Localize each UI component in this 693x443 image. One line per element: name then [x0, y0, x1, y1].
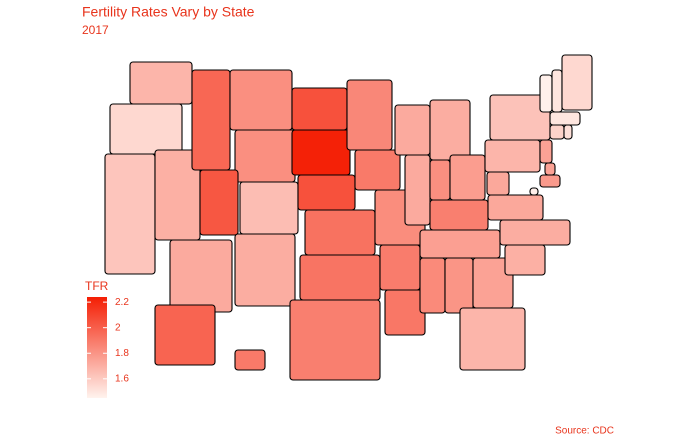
state — [549, 111, 581, 126]
state — [297, 174, 356, 211]
state — [444, 257, 474, 314]
colorbar-label: 2 — [115, 322, 121, 333]
state — [419, 229, 501, 259]
state — [563, 124, 573, 140]
state — [234, 233, 296, 307]
caption: Source: CDC — [555, 426, 614, 437]
colorbar-label: 1.8 — [115, 348, 129, 359]
state — [429, 99, 471, 161]
state — [394, 104, 431, 156]
state — [499, 219, 571, 246]
state — [304, 209, 376, 256]
state — [191, 69, 231, 171]
state — [109, 103, 183, 155]
colorbar — [87, 297, 107, 398]
state — [291, 87, 348, 131]
state — [429, 199, 489, 231]
state — [354, 149, 401, 191]
state — [486, 171, 510, 196]
colorbar-label: 1.6 — [115, 373, 129, 384]
state — [487, 194, 544, 221]
state — [234, 349, 266, 371]
state — [291, 129, 351, 176]
state — [419, 257, 446, 314]
state — [551, 69, 563, 113]
state — [561, 54, 593, 111]
state — [384, 289, 426, 336]
state — [429, 159, 451, 201]
state — [154, 304, 216, 366]
state — [234, 129, 296, 183]
state — [539, 139, 553, 164]
colorbar-label: 2.2 — [115, 297, 129, 308]
state — [539, 174, 561, 188]
state — [539, 74, 553, 113]
state — [169, 239, 233, 313]
state — [544, 162, 556, 176]
map-subtitle: 2017 — [82, 23, 109, 37]
state — [504, 244, 546, 276]
state — [199, 169, 239, 236]
state — [229, 69, 293, 131]
state — [529, 187, 539, 196]
state — [129, 61, 193, 105]
state — [449, 154, 486, 201]
state — [289, 299, 381, 381]
map-title: Fertility Rates Vary by State — [82, 4, 255, 20]
state — [459, 307, 526, 371]
state — [484, 139, 541, 173]
state — [346, 79, 393, 151]
state — [379, 244, 421, 291]
state — [404, 154, 431, 226]
legend-title: TFR — [85, 279, 109, 293]
state — [239, 181, 299, 235]
state — [104, 153, 156, 275]
state — [549, 124, 565, 140]
state — [299, 254, 381, 301]
